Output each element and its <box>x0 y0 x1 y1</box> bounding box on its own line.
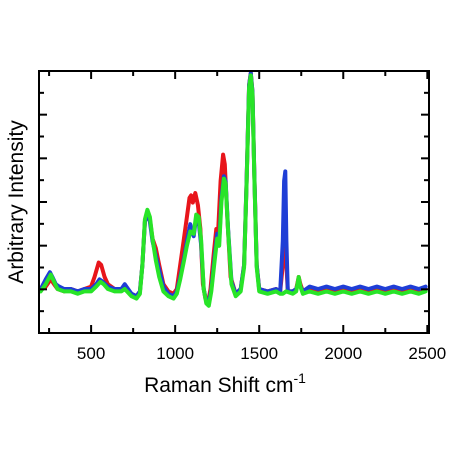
series-line-3 <box>38 73 428 308</box>
x-tick-label-1500: 1500 <box>240 344 278 363</box>
series-layer <box>38 71 428 308</box>
x-tick-label-2000: 2000 <box>324 344 362 363</box>
y-axis-ticks <box>39 91 429 313</box>
x-tick-label-1000: 1000 <box>156 344 194 363</box>
x-tick-label-500: 500 <box>77 344 105 363</box>
x-tick-label-2500: 2500 <box>408 344 446 363</box>
y-axis-title: Arbitrary Intensity <box>5 120 28 284</box>
series-line-1 <box>38 71 428 306</box>
x-axis-title: Raman Shift cm-1 <box>144 370 306 397</box>
x-axis-ticks: 500 1000 1500 2000 2500 <box>48 71 446 363</box>
